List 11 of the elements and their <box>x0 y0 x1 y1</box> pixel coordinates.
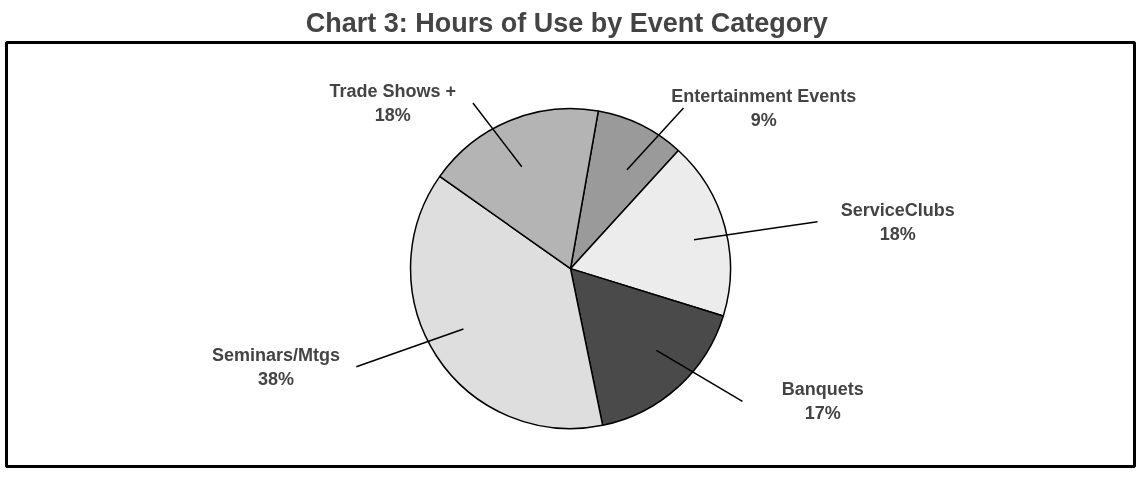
chart-title: Chart 3: Hours of Use by Event Category <box>305 7 828 38</box>
data-label: 9% <box>750 109 777 130</box>
slice-label: Entertainment Events <box>671 85 857 106</box>
data-label: 17% <box>804 403 841 424</box>
data-label: 18% <box>879 223 916 244</box>
slice-label: ServiceClubs <box>840 199 955 220</box>
slice-label: Trade Shows + <box>329 81 456 102</box>
slice-label: Seminars/Mtgs <box>212 344 341 365</box>
data-label: 18% <box>374 105 411 126</box>
data-label: 38% <box>258 368 295 389</box>
slice-label: Banquets <box>781 379 864 400</box>
